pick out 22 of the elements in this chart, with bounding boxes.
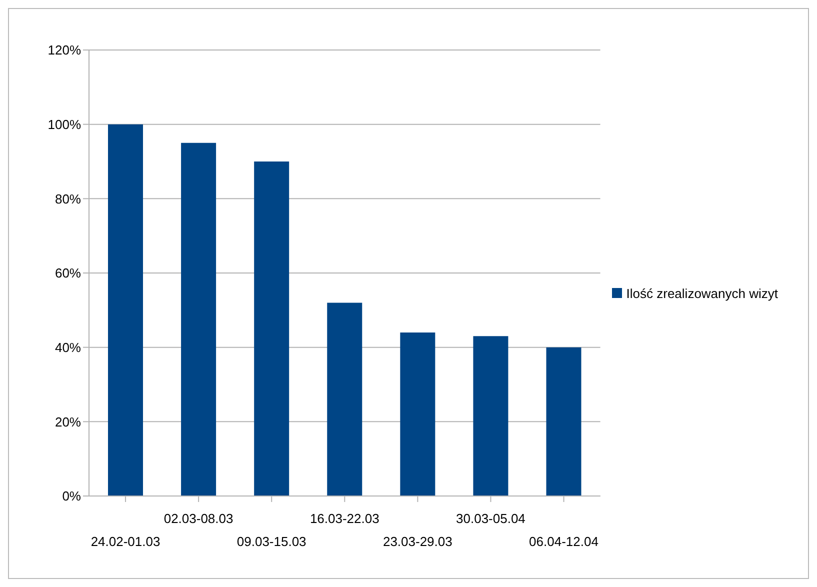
x-tick-label: 06.04-12.04: [529, 534, 598, 549]
bar: [473, 336, 508, 496]
bar: [181, 142, 216, 496]
y-tick-label: 60%: [54, 266, 82, 281]
x-tick-label: 16.03-22.03: [310, 511, 380, 526]
y-tick-label: 100%: [48, 116, 82, 132]
bar: [108, 124, 143, 496]
y-tick-label: 80%: [54, 191, 82, 206]
legend-label: Ilość zrealizowanych wizyt: [626, 286, 778, 300]
x-tick-label: 09.03-15.03: [236, 534, 306, 549]
y-tick-label: 20%: [54, 414, 82, 430]
x-tick-label: 30.03-05.04: [456, 511, 526, 526]
y-tick-label: 40%: [54, 340, 82, 355]
x-tick-label: 23.03-29.03: [382, 534, 452, 549]
bar: [327, 302, 362, 496]
bar: [546, 347, 582, 496]
x-tick-label: 24.02-01.03: [90, 534, 160, 549]
y-tick-label: 120%: [48, 42, 82, 58]
y-tick-label: 0%: [62, 488, 82, 504]
bar: [400, 332, 436, 496]
x-tick-label: 02.03-08.03: [164, 511, 234, 526]
bar: [254, 162, 290, 496]
